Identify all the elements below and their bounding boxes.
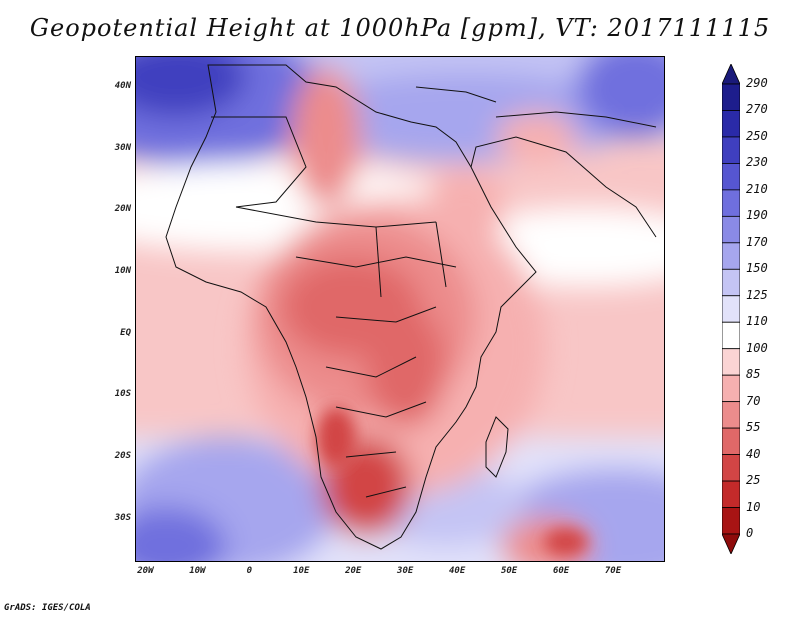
colorbar-swatch <box>722 427 740 455</box>
colorbar-level-label: 150 <box>746 261 768 276</box>
lat-tick-label: EQ <box>120 327 131 338</box>
lat-tick-label: 20S <box>114 451 131 462</box>
colorbar-swatch <box>722 507 740 535</box>
colorbar-top-arrow <box>722 64 740 85</box>
colorbar-level-label: 230 <box>746 155 768 170</box>
lon-tick-label: 50E <box>500 566 518 576</box>
colorbar-swatch <box>722 110 740 138</box>
colorbar-level-label: 210 <box>746 181 768 196</box>
lon-tick-label: 10E <box>293 566 310 576</box>
colorbar-swatch <box>722 454 740 482</box>
colorbar-swatch <box>722 189 740 217</box>
lat-tick-label: 40N <box>114 80 131 91</box>
colorbar-level-label: 100 <box>746 340 768 355</box>
lon-tick-label: 20E <box>345 566 362 576</box>
colorbar-swatch <box>722 242 740 270</box>
colorbar-level-label: 55 <box>746 420 761 435</box>
map-title: Geopotential Height at 1000hPa [gpm], VT… <box>29 14 771 42</box>
colorbar-swatch <box>722 83 740 111</box>
colorbar-swatch <box>722 348 740 376</box>
lat-tick-label: 10S <box>114 389 131 400</box>
lon-tick-label: 40E <box>449 566 466 576</box>
colorbar-swatch <box>722 401 740 429</box>
lat-tick-label: 20N <box>114 204 131 215</box>
colorbar-level-label: 170 <box>746 234 768 249</box>
colorbar-swatch <box>722 321 740 350</box>
colorbar-level-label: 40 <box>746 446 761 461</box>
colorbar-level-label: 250 <box>746 128 768 143</box>
colorbar-swatch <box>722 136 740 164</box>
colorbar-level-label: 125 <box>746 287 768 302</box>
lon-tick-label: 30E <box>397 566 414 576</box>
colorbar-level-label: 0 <box>746 526 754 540</box>
colorbar-swatch <box>722 374 740 403</box>
colorbar-level-label: 270 <box>746 102 768 117</box>
colorbar-bottom-arrow <box>722 533 740 554</box>
colorbar <box>722 64 740 554</box>
lon-tick-label: 10W <box>189 566 206 576</box>
lat-tick-label: 30S <box>114 512 131 523</box>
credit-text: GrADS: IGES/COLA <box>4 603 91 613</box>
colorbar-level-label: 25 <box>746 473 761 488</box>
lat-tick-label: 10N <box>114 265 131 276</box>
lon-tick-label: 60E <box>552 566 570 576</box>
colorbar-swatch <box>722 163 740 191</box>
colorbar-level-label: 290 <box>746 76 768 90</box>
colorbar-swatch <box>722 480 740 508</box>
lon-tick-label: 0 <box>246 566 253 576</box>
map-panel <box>135 56 665 562</box>
lon-tick-label: 20W <box>137 566 154 576</box>
colorbar-swatch <box>722 215 740 244</box>
colorbar-level-label: 85 <box>746 367 761 382</box>
colorbar-swatch <box>722 295 740 323</box>
geopotential-map <box>136 57 664 561</box>
lon-tick-label: 70E <box>604 566 622 576</box>
colorbar-level-label: 70 <box>746 393 761 408</box>
lat-tick-label: 30N <box>114 142 131 153</box>
colorbar-level-label: 110 <box>746 314 768 329</box>
colorbar-swatch <box>722 268 740 297</box>
colorbar-level-label: 10 <box>746 499 761 514</box>
colorbar-level-label: 190 <box>746 208 768 223</box>
